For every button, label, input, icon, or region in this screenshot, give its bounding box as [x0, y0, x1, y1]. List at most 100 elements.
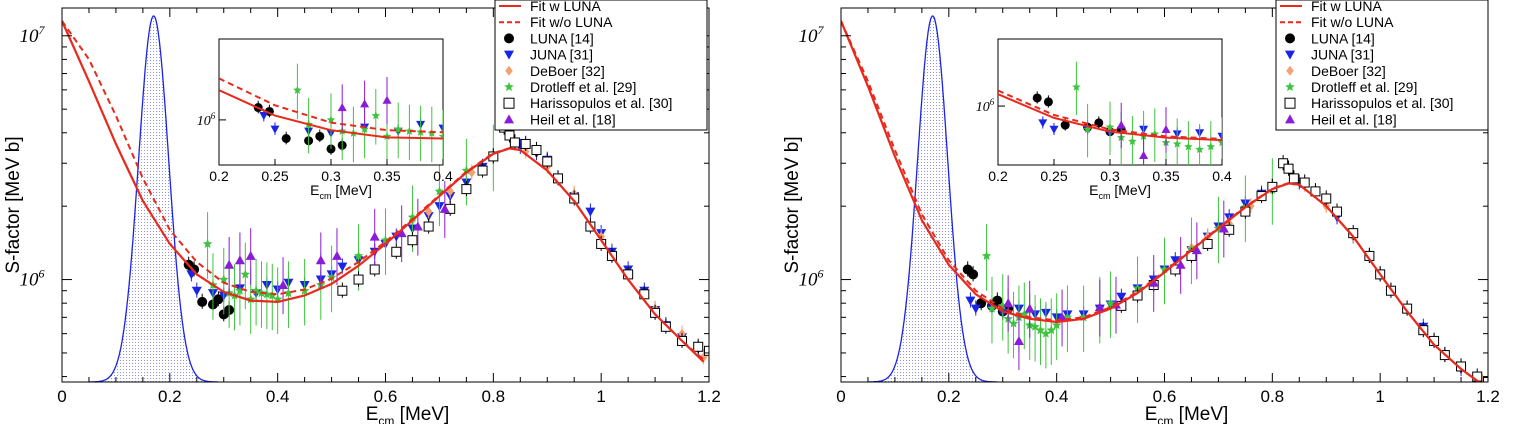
data-point — [968, 269, 979, 280]
legend-label: Harissopulos et al. [30] — [530, 95, 672, 111]
data-point — [235, 285, 245, 295]
data-point — [1170, 264, 1181, 275]
data-point — [1283, 163, 1294, 174]
x-tick-label: 0.2 — [158, 387, 182, 406]
legend-swatch — [504, 82, 514, 92]
data-point — [278, 279, 289, 289]
legend-box — [1275, 0, 1489, 131]
data-point — [509, 137, 520, 148]
data-point — [262, 289, 272, 299]
data-point — [224, 259, 235, 269]
inset-x-tick-label: 0.25 — [261, 168, 288, 184]
inset-x-tick-label: 0.3 — [321, 168, 341, 184]
inset: 0.2 0.25 0.3 0.35 0.4 106 Ecm [MeV] — [976, 38, 1232, 201]
data-point — [369, 264, 380, 275]
inset-fit-wo-luna — [998, 89, 1222, 140]
y-tick-label: 107 — [20, 23, 46, 47]
data-point — [391, 246, 402, 257]
legend-label: JUNA [31] — [530, 47, 593, 63]
inset-data-point — [1172, 139, 1182, 148]
inset-data-point — [1161, 124, 1171, 133]
data-point — [337, 285, 348, 296]
inset-fit-wo-luna — [219, 77, 443, 134]
data-point — [1051, 320, 1062, 330]
inset-data-point — [1049, 125, 1059, 134]
data-point — [1148, 277, 1159, 287]
x-tick-label: 0.4 — [266, 387, 290, 406]
inset-x-tick-label: 0.2 — [209, 168, 229, 184]
x-tick-label: 0 — [836, 387, 845, 406]
legend-label: LUNA [14] — [530, 30, 594, 46]
legend-label: JUNA [31] — [1311, 47, 1374, 63]
data-point — [337, 262, 348, 272]
data-point — [331, 250, 342, 260]
data-point — [412, 221, 423, 231]
data-point — [191, 286, 202, 296]
inset-x-axis-label: Ecm [MeV] — [310, 182, 372, 201]
inset-data-point — [438, 124, 443, 133]
inset-plot-area — [998, 61, 1222, 165]
data-point — [569, 193, 580, 204]
x-tick-label: 0 — [57, 387, 66, 406]
data-point — [461, 184, 472, 195]
inset-x-tick-label: 0.35 — [373, 168, 400, 184]
fit-w-luna-curve — [62, 20, 705, 363]
data-point — [1041, 328, 1051, 338]
legend-swatch — [1286, 65, 1294, 76]
inset-data-point — [1038, 119, 1048, 128]
data-point — [1299, 177, 1310, 188]
data-point — [1013, 335, 1024, 345]
x-tick-label: 1.2 — [697, 387, 721, 406]
data-point — [992, 295, 1003, 306]
inset-data-point — [405, 126, 414, 135]
data-point — [369, 231, 380, 241]
data-point — [660, 321, 671, 332]
inset-x-tick-label: 0.35 — [1152, 168, 1179, 184]
inset-data-point — [1116, 120, 1126, 129]
inset-data-point — [360, 99, 370, 108]
data-point — [585, 221, 596, 232]
inset-data-point — [1083, 124, 1092, 134]
legend-swatch — [505, 65, 513, 76]
inset: 0.2 0.25 0.3 0.35 0.4 106 Ecm [MeV] — [197, 38, 453, 201]
data-point — [1035, 325, 1046, 335]
data-point — [353, 250, 364, 260]
legend-swatch — [1284, 97, 1296, 109]
data-point — [1008, 318, 1019, 328]
inset-data-point — [360, 124, 369, 133]
data-point — [1456, 361, 1467, 372]
data-point — [521, 146, 530, 157]
data-point — [1278, 158, 1289, 169]
inset-data-point — [259, 111, 269, 121]
data-point — [585, 207, 596, 217]
data-point — [461, 165, 472, 175]
data-point — [1202, 238, 1213, 249]
x-tick-label: 0.6 — [1153, 387, 1177, 406]
data-point — [424, 206, 433, 217]
inset-data-point — [326, 115, 336, 124]
data-point — [407, 235, 418, 246]
x-tick-label: 0.2 — [937, 387, 961, 406]
legend-swatch — [504, 114, 514, 124]
inset-data-point — [270, 125, 280, 134]
data-point — [197, 296, 208, 307]
legend-swatch — [503, 97, 515, 109]
data-point — [981, 250, 992, 260]
data-point — [234, 255, 245, 265]
legend-label: Fit w LUNA — [530, 0, 601, 14]
inset-data-point — [1139, 150, 1149, 159]
data-point — [245, 250, 256, 260]
inset-data-point — [1060, 120, 1070, 130]
inset-x-tick-label: 0.4 — [1212, 168, 1232, 184]
inset-fit-w-luna — [219, 89, 443, 140]
inset-data-point — [371, 111, 381, 120]
inset-x-tick-label: 0.2 — [988, 168, 1008, 184]
x-axis-label: Ecm [MeV] — [366, 404, 450, 424]
data-point — [315, 255, 326, 265]
legend-swatch — [1285, 82, 1295, 92]
series-heil-et-al-18- — [1003, 200, 1229, 371]
legend-swatch — [504, 33, 514, 44]
x-tick-label: 0.8 — [482, 387, 506, 406]
